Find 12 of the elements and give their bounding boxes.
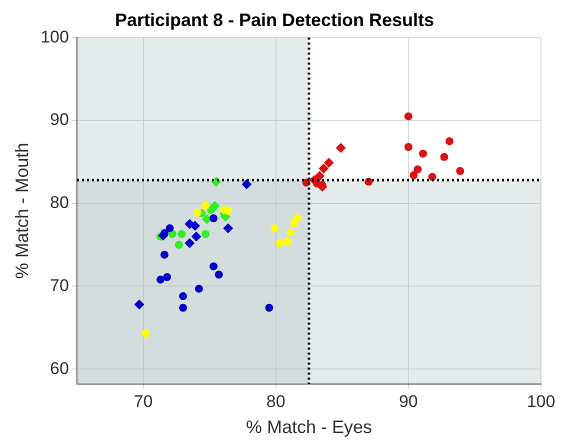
- y-tick-label: 70: [50, 276, 69, 295]
- x-tick-label: 100: [526, 392, 556, 411]
- y-tick-label: 90: [50, 110, 69, 130]
- y-axis-title: % Match - Mouth: [12, 142, 32, 279]
- chart-title: Participant 8 - Pain Detection Results: [114, 10, 434, 30]
- y-tick-label: 80: [50, 193, 69, 212]
- y-tick-label: 100: [40, 27, 69, 46]
- x-tick-label: 80: [266, 392, 286, 411]
- y-tick-label: 60: [50, 358, 69, 378]
- x-tick-label: 70: [134, 392, 153, 411]
- x-tick-label: 90: [398, 392, 418, 411]
- x-axis-title: % Match - Eyes: [246, 417, 372, 438]
